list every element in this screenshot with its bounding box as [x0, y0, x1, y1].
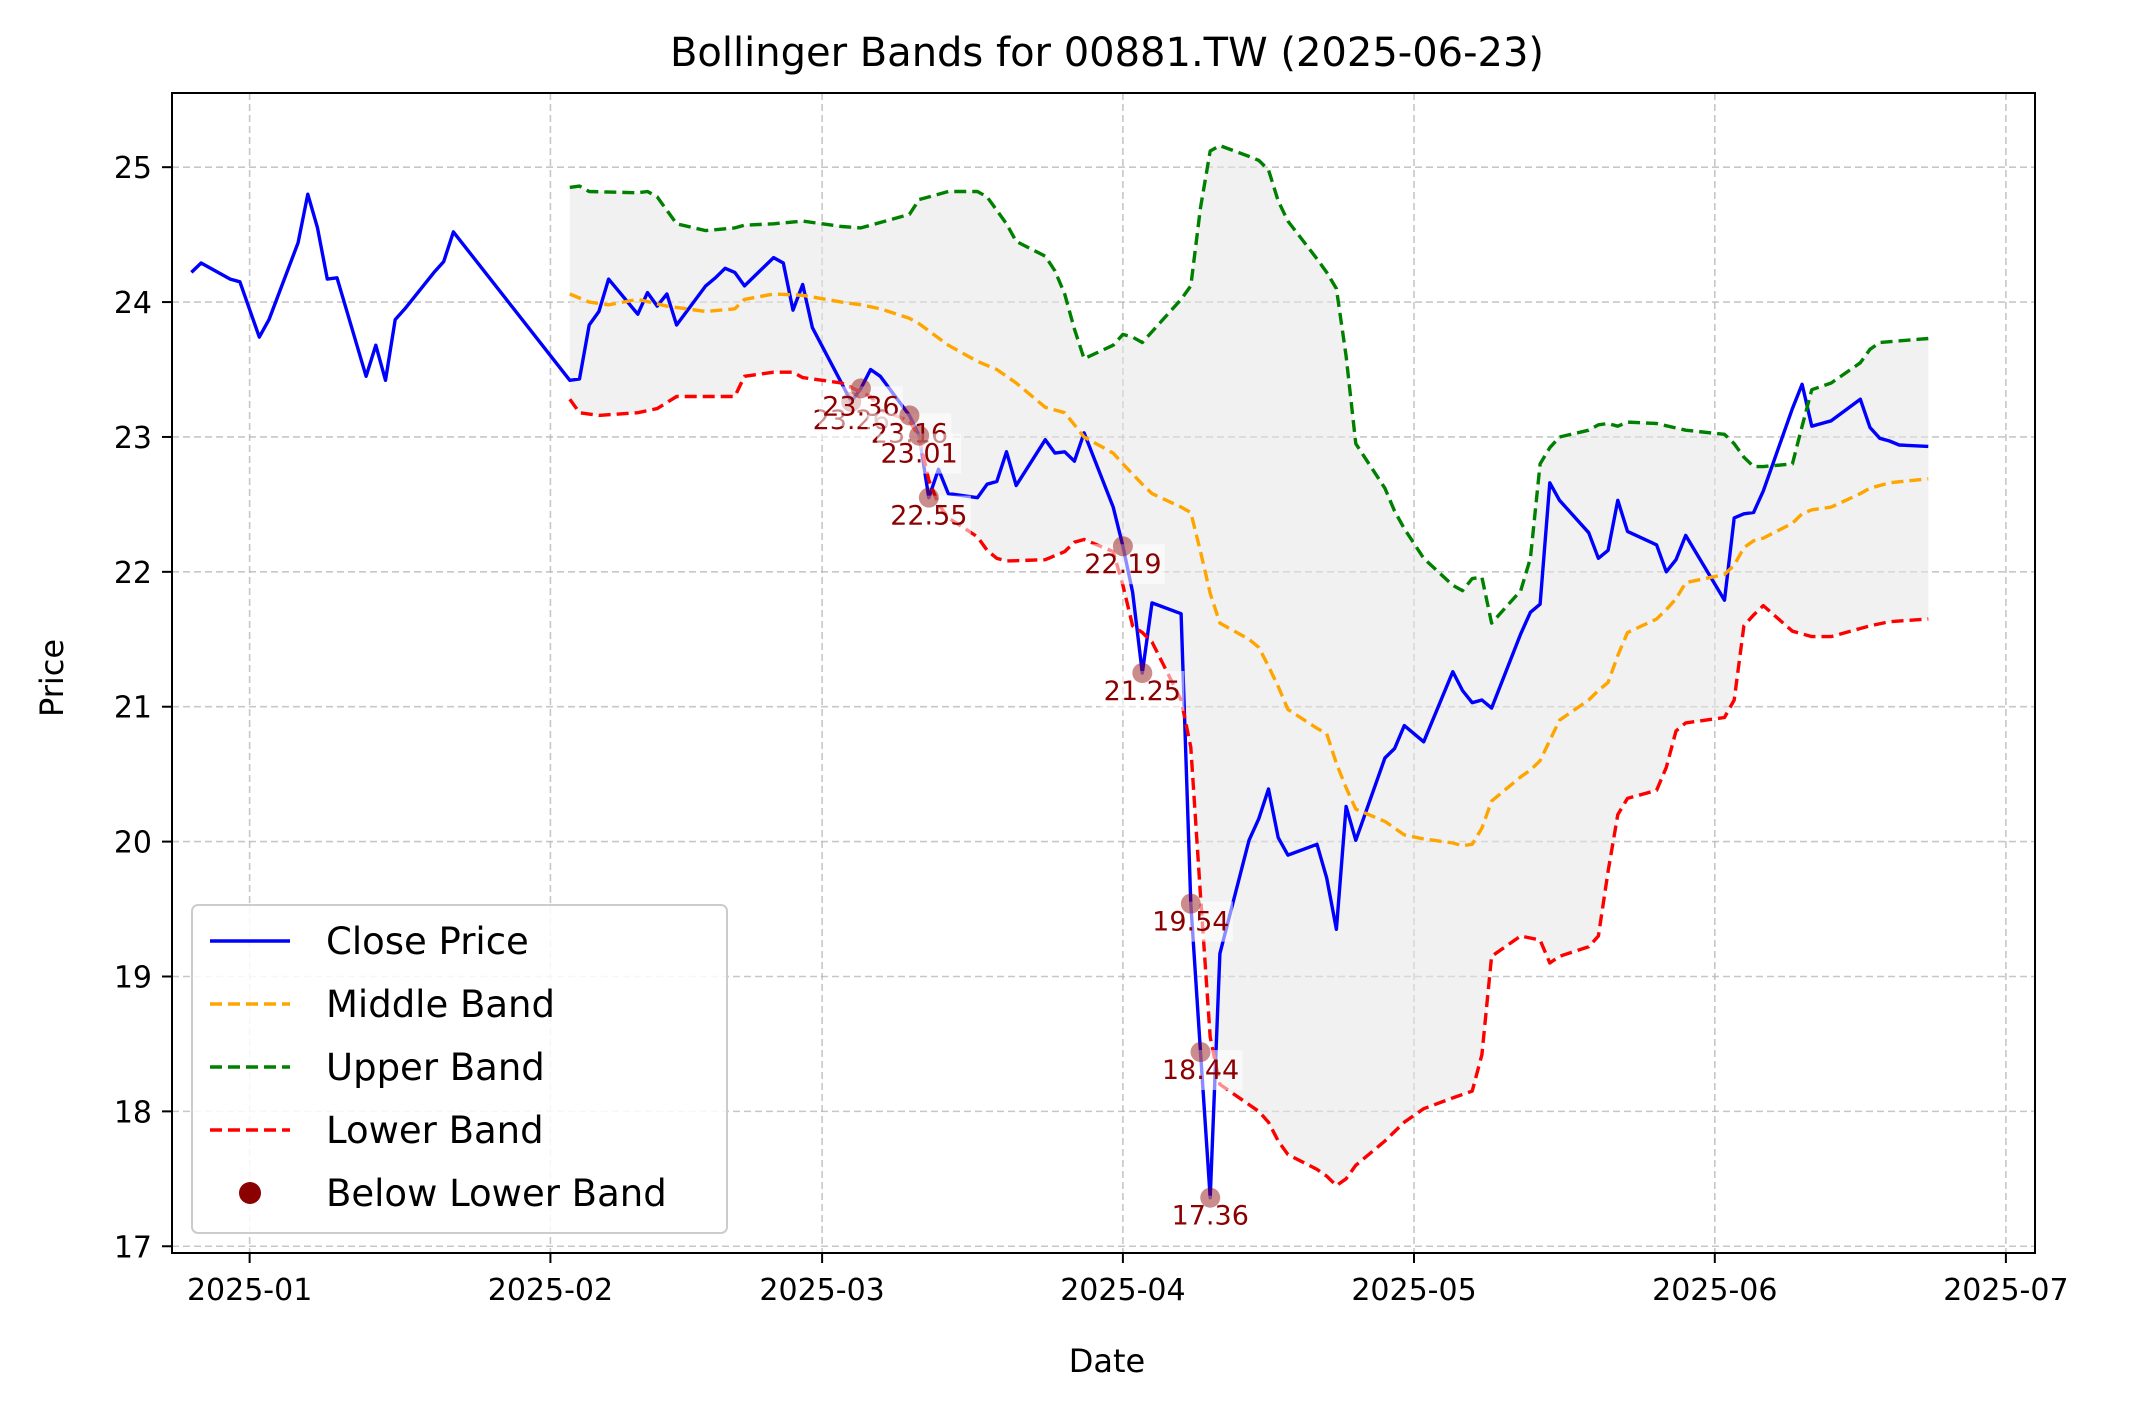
marker-label-background — [886, 495, 971, 536]
y-tick-label: 25 — [114, 151, 152, 186]
marker-label-background — [877, 433, 962, 474]
below-band-marker — [1112, 536, 1133, 557]
band-fill — [569, 145, 1929, 1186]
y-tick-label: 18 — [114, 1095, 152, 1130]
y-tick-label: 24 — [114, 286, 152, 321]
y-tick-label: 20 — [114, 826, 152, 861]
legend-label: Lower Band — [326, 1109, 544, 1152]
marker-label-background — [1080, 544, 1165, 585]
y-tick-label: 23 — [114, 421, 152, 456]
middle-band-line — [569, 292, 1929, 848]
below-band-marker — [1180, 893, 1201, 914]
x-tick-label: 2025-04 — [1060, 1273, 1185, 1308]
marker-value-label: 19.54 — [1152, 907, 1229, 938]
axes: 2025-01 2025-02 2025-03 2025-04 2025-05 2025-… — [114, 92, 2069, 1308]
y-tick-label: 19 — [114, 960, 152, 995]
marker-label-background — [1158, 1050, 1243, 1091]
marker-value-label: 22.55 — [890, 501, 967, 532]
below-band-marker — [909, 425, 930, 446]
axes-frame — [171, 92, 2036, 1254]
x-axis-title: Date — [1069, 1342, 1145, 1380]
x-tick-label: 2025-07 — [1943, 1273, 2068, 1308]
band-fill-area — [569, 145, 1929, 1186]
x-tick-label: 2025-06 — [1652, 1273, 1777, 1308]
x-tick-label: 2025-05 — [1351, 1273, 1476, 1308]
below-band-marker — [918, 487, 939, 508]
x-tick-label: 2025-01 — [187, 1273, 312, 1308]
marker-label-background — [1168, 1195, 1253, 1236]
y-tick-label: 17 — [114, 1230, 152, 1265]
marker-value-label: 21.25 — [1104, 676, 1181, 707]
legend-marker-swatch — [239, 1182, 261, 1204]
marker-value-label: 17.36 — [1172, 1201, 1249, 1232]
legend-label: Close Price — [326, 920, 529, 963]
upper-band-line — [569, 143, 1929, 625]
marker-label-background — [1100, 671, 1185, 711]
y-axis-title: Price — [33, 639, 71, 717]
below-lower-band-markers: 23.2623.3623.1623.0122.5522.1921.2519.54… — [809, 378, 1253, 1236]
marker-value-label: 22.19 — [1084, 549, 1161, 580]
below-band-marker — [1200, 1187, 1221, 1208]
marker-value-label: 23.01 — [880, 439, 957, 470]
legend-label: Middle Band — [326, 983, 555, 1026]
y-tick-label: 21 — [114, 691, 152, 726]
legend: Close Price Middle Band Upper Band Lower Ba… — [191, 904, 728, 1234]
chart-title: Bollinger Bands for 00881.TW (2025-06-23… — [670, 30, 1544, 76]
series-lines — [190, 143, 1929, 1200]
legend-label: Upper Band — [326, 1046, 545, 1089]
y-tick-label: 22 — [114, 556, 152, 591]
close-price-line — [190, 192, 1929, 1200]
below-band-marker — [850, 378, 871, 399]
legend-label: Below Lower Band — [326, 1172, 667, 1215]
below-band-marker — [899, 405, 920, 426]
x-tick-label: 2025-03 — [759, 1273, 884, 1308]
x-tick-label: 2025-02 — [488, 1273, 613, 1308]
below-band-marker — [1132, 663, 1153, 683]
below-band-marker — [1190, 1042, 1211, 1063]
legend-box — [191, 904, 728, 1234]
marker-value-label: 18.44 — [1162, 1055, 1239, 1086]
marker-label-background — [1148, 901, 1233, 942]
